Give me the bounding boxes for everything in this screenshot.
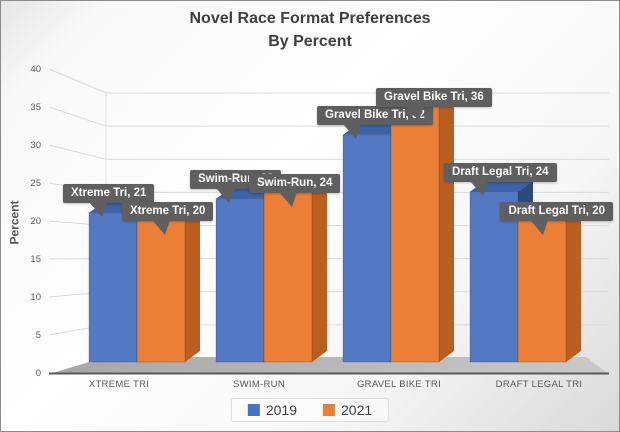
- chart-floor: [49, 357, 609, 374]
- bar-side-face: [312, 180, 327, 362]
- x-category-label: XTREME TRI: [88, 379, 150, 390]
- data-label-2021-swim-run[interactable]: Swim-Run, 24: [249, 173, 341, 207]
- legend[interactable]: 2019 2021: [230, 398, 390, 422]
- gridline: [48, 68, 609, 94]
- data-label-2021-draft-legal-tri[interactable]: Draft Legal Tri, 20: [500, 202, 613, 235]
- bar-front-face: [215, 198, 265, 363]
- x-category-label: SWIM-RUN: [232, 379, 285, 390]
- callout-pointer: [216, 187, 234, 203]
- bar-side-face: [439, 95, 454, 363]
- bar-side-face: [566, 209, 581, 362]
- y-tick-label: 25: [30, 178, 41, 189]
- chart-title: Novel Race Format Preferences By Percent: [1, 7, 619, 53]
- legend-item-2019[interactable]: 2019: [247, 402, 297, 418]
- bar-front-face: [88, 212, 138, 363]
- y-tick-label: 15: [30, 254, 41, 265]
- data-label-2021-xtreme-tri[interactable]: Xtreme Tri, 20: [122, 202, 214, 235]
- y-tick-label: 0: [35, 368, 41, 379]
- bar-2021-draft-legal-tri[interactable]: [517, 209, 581, 363]
- legend-label: 2019: [265, 402, 297, 418]
- bar-front-face: [342, 134, 392, 363]
- callout-pointer: [530, 220, 549, 235]
- callout-pointer: [343, 123, 361, 139]
- y-tick-label: 30: [30, 140, 41, 151]
- bar-side-face: [185, 209, 200, 362]
- data-label-2019-gravel-bike-tri[interactable]: Gravel Bike Tri, 32: [317, 105, 433, 139]
- callout-pointer: [89, 201, 107, 217]
- callout-pointer: [470, 180, 488, 196]
- data-label-2021-gravel-bike-tri[interactable]: Gravel Bike Tri, 36: [376, 88, 492, 122]
- legend-item-2021[interactable]: 2021: [323, 402, 372, 418]
- x-category-label: DRAFT LEGAL TRI: [495, 379, 583, 390]
- y-tick-label: 40: [30, 64, 41, 75]
- bar-front-face: [263, 191, 313, 363]
- y-tick-label: 20: [30, 216, 41, 227]
- legend-label: 2021: [341, 402, 373, 418]
- legend-swatch-icon: [323, 404, 335, 416]
- bar-2021-gravel-bike-tri[interactable]: [390, 95, 454, 363]
- bar-2021-swim-run[interactable]: [263, 180, 327, 363]
- bar-front-face: [390, 105, 440, 363]
- chart-title-line1: Novel Race Format Preferences: [189, 10, 431, 27]
- gridline: [48, 144, 609, 160]
- data-label-2019-draft-legal-tri[interactable]: Draft Legal Tri, 24: [444, 162, 557, 196]
- y-tick-label: 35: [30, 102, 41, 113]
- bar-front-face: [136, 219, 186, 363]
- callout-pointer: [152, 220, 170, 235]
- x-category-label: GRAVEL BIKE TRI: [356, 379, 442, 390]
- callout-pointer: [279, 191, 297, 207]
- y-tick-label: 10: [30, 292, 41, 303]
- data-label-2019-xtreme-tri[interactable]: Xtreme Tri, 21: [63, 183, 155, 217]
- legend-swatch-icon: [247, 404, 260, 416]
- chart-title-line2: By Percent: [268, 33, 352, 50]
- bar-front-face: [517, 219, 567, 363]
- y-tick-label: 5: [35, 330, 41, 341]
- callout-pointer: [406, 106, 424, 122]
